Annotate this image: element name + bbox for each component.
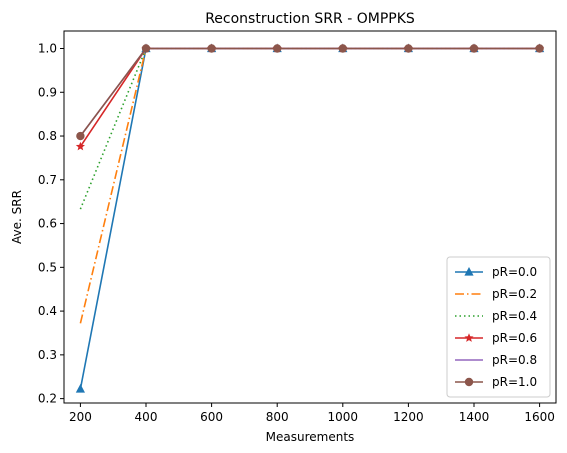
- legend-marker: [464, 333, 474, 342]
- legend-entry: pR=0.4: [455, 309, 537, 323]
- x-tick-label: 1000: [328, 410, 359, 424]
- legend-label: pR=1.0: [492, 375, 537, 389]
- legend-marker: [464, 267, 474, 276]
- y-tick-label: 0.6: [38, 217, 57, 231]
- y-axis-title: Ave. SRR: [10, 190, 24, 244]
- legend-entry: pR=0.2: [455, 287, 537, 301]
- y-tick-label: 0.3: [38, 348, 57, 362]
- x-tick-label: 800: [266, 410, 289, 424]
- data-point: [75, 141, 85, 151]
- chart-title: Reconstruction SRR - OMPPKS: [205, 11, 415, 27]
- series-line: [79, 47, 540, 137]
- data-point: [404, 44, 413, 53]
- legend-label: pR=0.6: [492, 331, 537, 345]
- x-tick-label: 1600: [524, 410, 555, 424]
- legend-entry: pR=1.0: [455, 375, 537, 389]
- x-tick-label: 600: [200, 410, 223, 424]
- legend-marker: [464, 377, 474, 387]
- data-point: [535, 44, 544, 53]
- series-layer: [75, 43, 545, 393]
- series-line: [79, 47, 540, 147]
- y-tick-label: 0.2: [38, 392, 57, 406]
- x-axis-title: Measurements: [266, 430, 355, 444]
- legend-entry: pR=0.6: [455, 331, 537, 345]
- y-tick-label: 0.4: [38, 304, 57, 318]
- data-point: [469, 44, 479, 53]
- plot-frame: [63, 30, 557, 404]
- series-pR=0.8: [79, 47, 540, 137]
- y-tick-label: 1.0: [38, 42, 57, 56]
- data-point: [273, 44, 282, 53]
- series-line: [79, 47, 540, 210]
- axis-ticks: 200 400 600 800 1000 1200 1400 1600 0.2 0.3 0.4 0.5…: [38, 42, 555, 424]
- legend-label: pR=0.0: [492, 265, 537, 279]
- series-pR=1.0: [76, 44, 544, 141]
- series-pR=0.6: [75, 43, 545, 151]
- series-pR=0.4: [79, 47, 540, 210]
- legend-box: [446, 256, 551, 398]
- data-point: [338, 44, 347, 53]
- x-tick-label: 200: [69, 410, 92, 424]
- x-tick-label: 400: [135, 410, 158, 424]
- legend: pR=0.0 pR=0.2 pR=0.4 pR=0.6 pR=0.8 pR=1.0: [446, 256, 551, 398]
- legend-label: pR=0.8: [492, 353, 537, 367]
- legend-label: pR=0.4: [492, 309, 537, 323]
- y-tick-label: 0.7: [38, 173, 57, 187]
- data-point: [75, 383, 85, 393]
- series-line: [79, 47, 540, 137]
- legend-entry: pR=0.8: [455, 353, 537, 367]
- data-point: [207, 44, 216, 53]
- data-point: [76, 131, 85, 141]
- y-tick-label: 0.5: [38, 260, 57, 274]
- y-tick-label: 0.8: [38, 129, 57, 143]
- data-point: [141, 44, 151, 53]
- y-tick-label: 0.9: [38, 85, 57, 99]
- x-tick-label: 1400: [459, 410, 490, 424]
- legend-entry: pR=0.0: [455, 265, 537, 279]
- x-tick-label: 1200: [393, 410, 424, 424]
- legend-label: pR=0.2: [492, 287, 537, 301]
